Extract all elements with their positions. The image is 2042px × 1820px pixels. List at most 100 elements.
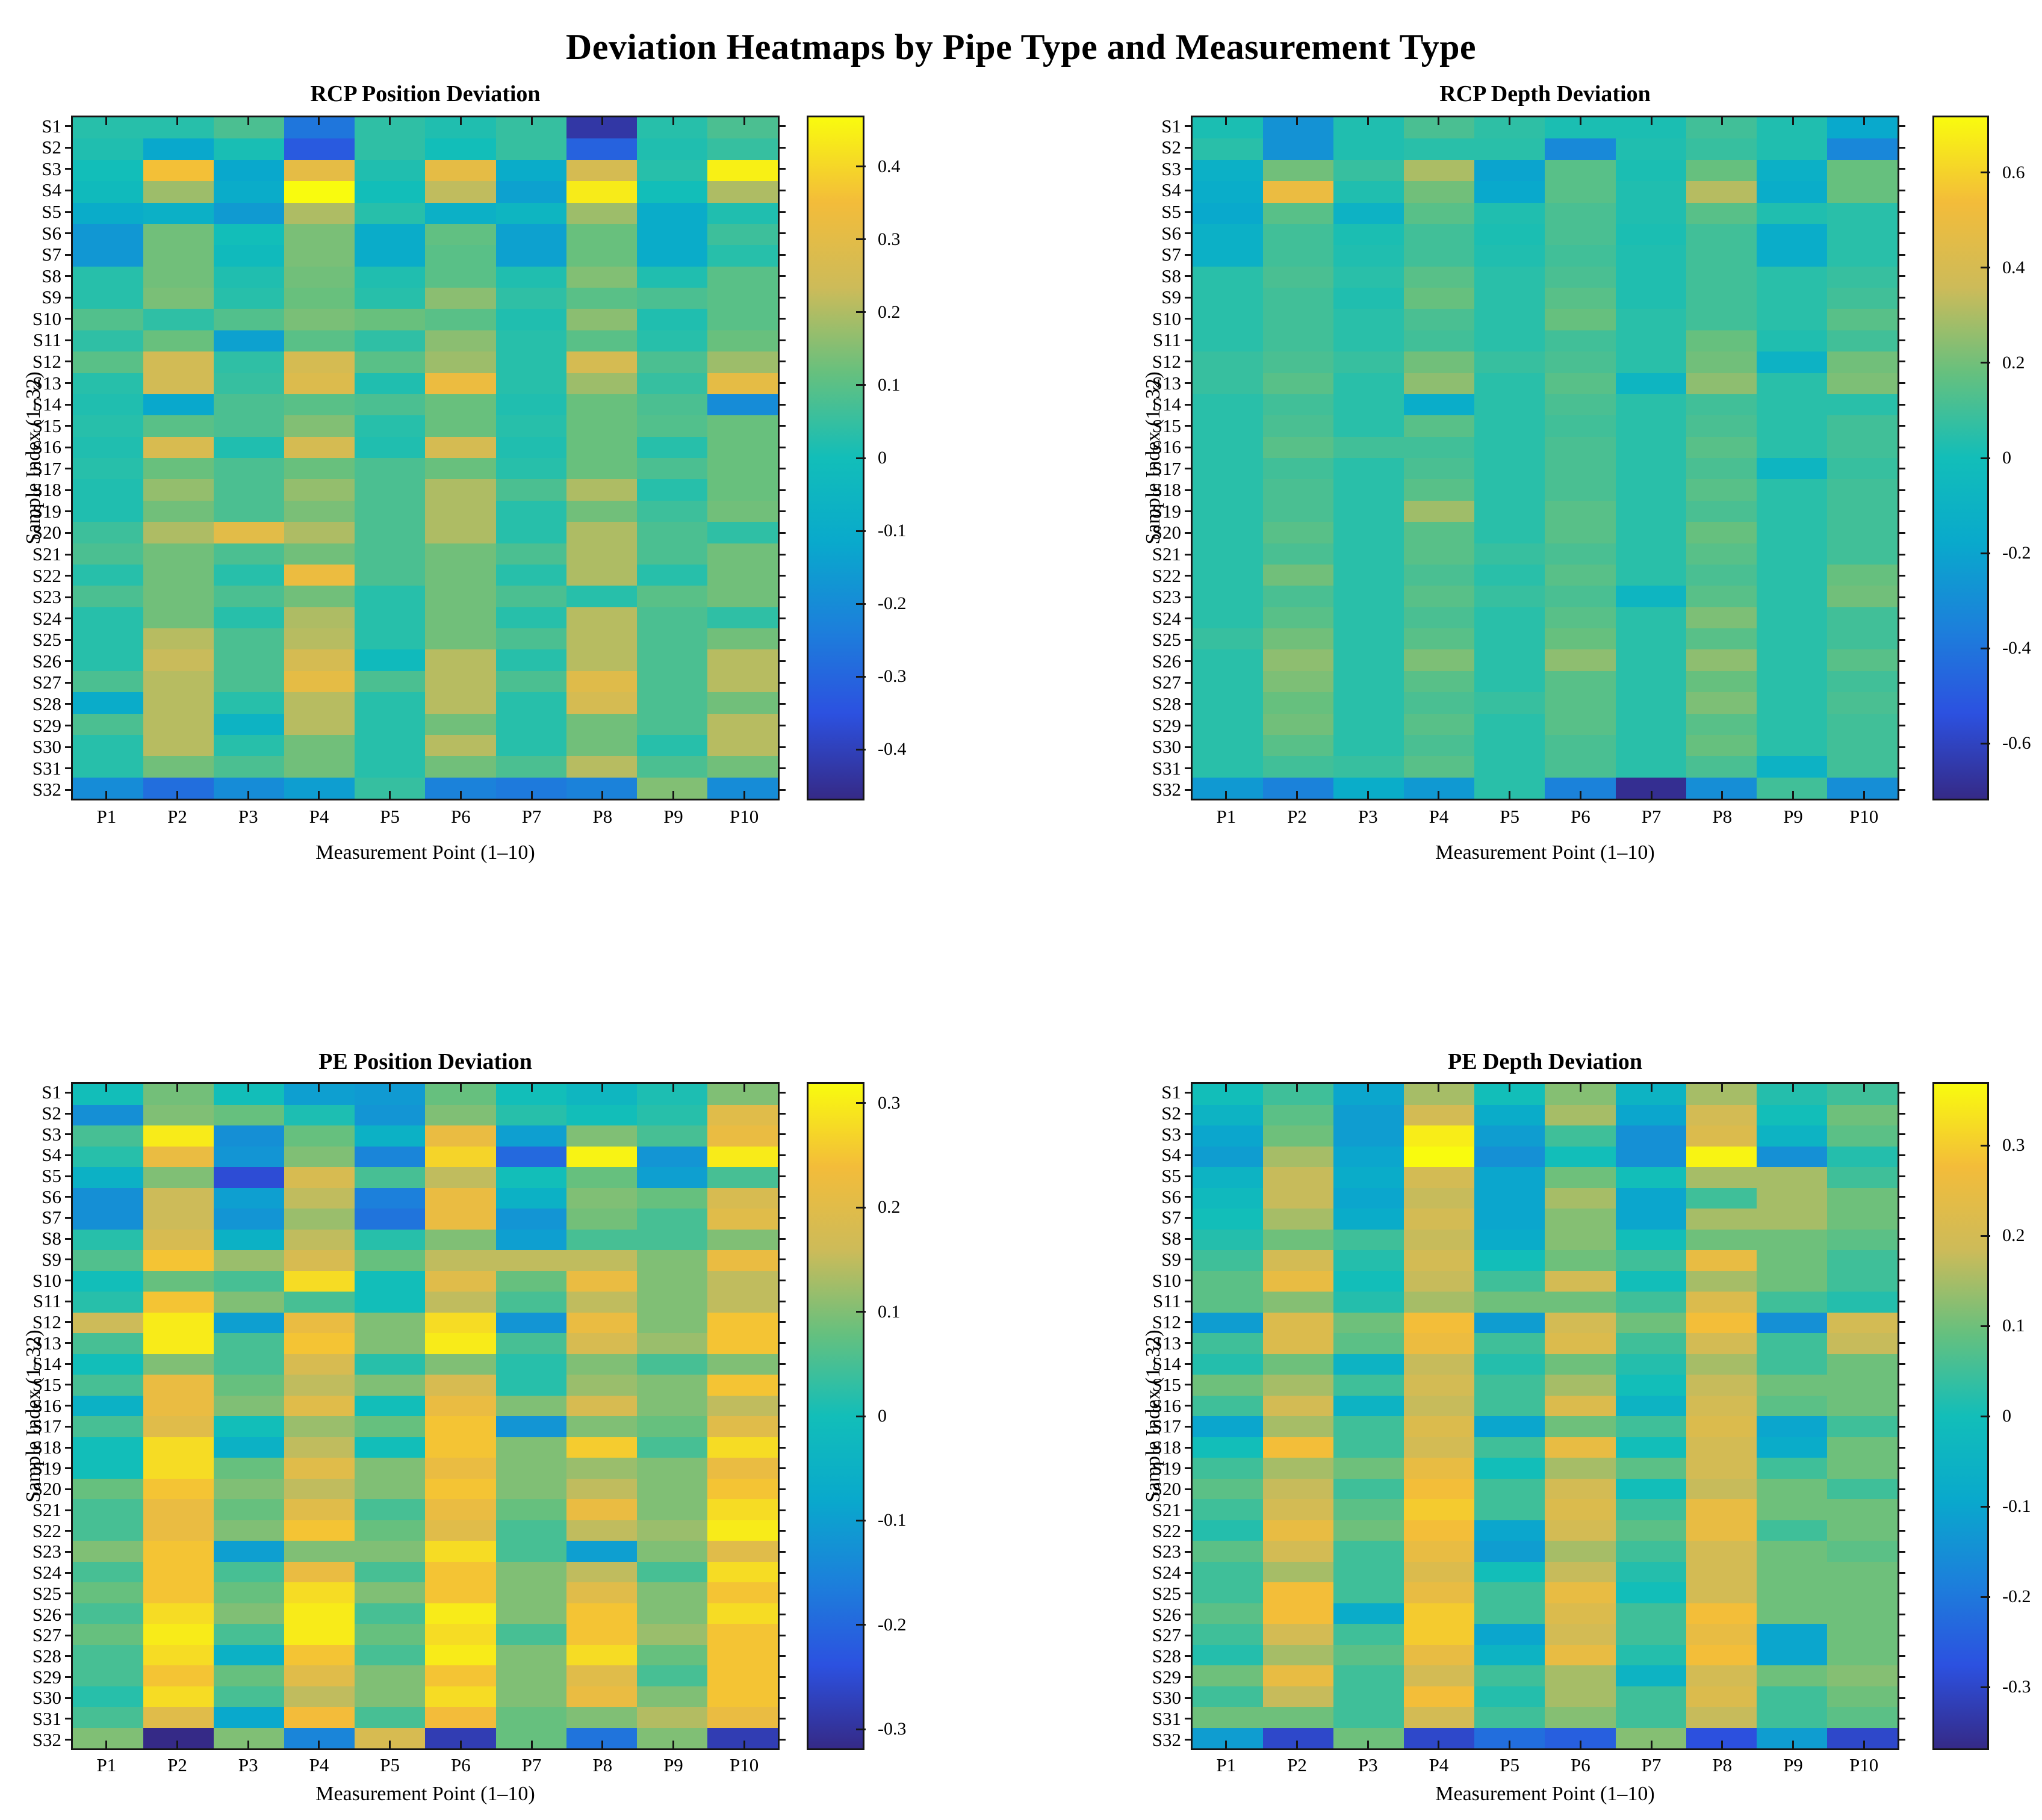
y-tick-mark xyxy=(65,339,71,341)
y-tick-mark xyxy=(65,468,71,470)
heatmap-cell xyxy=(707,458,778,480)
y-tick-mark xyxy=(1185,767,1191,770)
x-tick-label: P9 xyxy=(1783,1754,1803,1775)
colorbar xyxy=(807,116,864,800)
y-tick-mark xyxy=(65,1697,71,1699)
heatmap-cell xyxy=(355,1271,426,1292)
heatmap-cell xyxy=(1193,543,1264,565)
y-tick-label: S1 xyxy=(1161,1082,1181,1103)
heatmap-cell xyxy=(1474,181,1545,203)
y-tick-mark xyxy=(65,1425,71,1428)
y-tick-mark xyxy=(780,1363,786,1365)
x-tick-label: P10 xyxy=(1849,806,1879,827)
y-tick-label: S9 xyxy=(1161,286,1181,308)
colorbar-tick-label: 0.2 xyxy=(2002,1225,2025,1245)
heatmap-cell xyxy=(73,756,144,778)
heatmap-cell xyxy=(1545,309,1616,330)
heatmap-cell xyxy=(143,1603,214,1624)
heatmap-cell xyxy=(1193,1520,1264,1541)
heatmap-cell xyxy=(1193,586,1264,607)
y-tick-mark xyxy=(780,1091,786,1094)
heatmap-cell xyxy=(425,1707,496,1728)
x-tick-mark xyxy=(1579,1084,1581,1092)
heatmap-cell xyxy=(1193,1437,1264,1458)
heatmap-cell xyxy=(1193,1561,1264,1582)
heatmap-cell xyxy=(355,1250,426,1271)
colorbar-tick-mark xyxy=(1981,1415,1990,1417)
heatmap-cell xyxy=(1333,159,1404,182)
heatmap-cell xyxy=(566,245,637,267)
heatmap-cell xyxy=(636,351,707,373)
heatmap-cell xyxy=(707,373,778,394)
heatmap-cell xyxy=(1404,734,1475,757)
heatmap-cell xyxy=(1545,1167,1616,1188)
heatmap-cell xyxy=(1263,159,1334,182)
heatmap-cell xyxy=(1756,522,1827,543)
y-tick-mark xyxy=(1899,1425,1905,1428)
heatmap-cell xyxy=(284,309,355,330)
y-tick-mark xyxy=(1185,703,1191,705)
heatmap-cell xyxy=(495,713,566,735)
heatmap-cell xyxy=(1686,1146,1757,1167)
heatmap-cell xyxy=(1826,1292,1898,1313)
heatmap-cell xyxy=(73,1250,144,1271)
heatmap-cell xyxy=(1615,245,1686,267)
heatmap-cell xyxy=(1333,692,1404,714)
heatmap-cell xyxy=(1756,1520,1827,1541)
heatmap-cell xyxy=(1686,1665,1757,1686)
heatmap-cell xyxy=(73,1375,144,1396)
x-axis-label: Measurement Point (1–10) xyxy=(315,841,535,864)
heatmap-cell xyxy=(1333,1624,1404,1645)
y-tick-label: S18 xyxy=(32,1437,61,1458)
heatmap-cell xyxy=(1615,1312,1686,1333)
heatmap-cell xyxy=(1545,181,1616,203)
colorbar-tick-mark xyxy=(856,530,866,532)
heatmap-cell xyxy=(73,628,144,650)
heatmap-cell xyxy=(1263,373,1334,394)
heatmap-cell xyxy=(707,1478,778,1499)
y-tick-mark xyxy=(780,275,786,277)
heatmap-cell xyxy=(143,309,214,330)
heatmap-cell xyxy=(707,1707,778,1728)
heatmap-cell xyxy=(1756,1665,1827,1686)
heatmap-cell xyxy=(214,202,285,224)
y-tick-mark xyxy=(65,1446,71,1449)
heatmap-cell xyxy=(1615,1707,1686,1728)
heatmap-cell xyxy=(1756,1104,1827,1125)
heatmap-cell xyxy=(1686,1541,1757,1562)
heatmap-cell xyxy=(355,586,426,607)
heatmap-cell xyxy=(1263,1146,1334,1167)
heatmap-cell xyxy=(214,1582,285,1603)
heatmap-cell xyxy=(1474,1416,1545,1437)
heatmap-cell xyxy=(1404,181,1475,203)
heatmap-cell xyxy=(425,1167,496,1188)
heatmap-cell xyxy=(143,1644,214,1665)
heatmap-cell xyxy=(214,670,285,693)
y-tick-mark xyxy=(1185,1237,1191,1240)
heatmap-cell xyxy=(1756,330,1827,352)
y-tick-label: S13 xyxy=(1152,372,1181,394)
heatmap-cell xyxy=(1404,1229,1475,1250)
heatmap-cell xyxy=(1545,1187,1616,1209)
y-tick-mark xyxy=(780,681,786,684)
y-tick-mark xyxy=(65,1676,71,1679)
heatmap-cell xyxy=(1333,1665,1404,1686)
heatmap-cell xyxy=(1615,1104,1686,1125)
x-tick-mark xyxy=(176,791,179,799)
x-tick-mark xyxy=(672,1741,674,1748)
heatmap-cell xyxy=(73,734,144,757)
heatmap-cell xyxy=(1686,309,1757,330)
heatmap-cell xyxy=(707,159,778,182)
heatmap-cell xyxy=(495,1146,566,1167)
heatmap-cell xyxy=(1545,1644,1616,1665)
heatmap-cell xyxy=(1404,1333,1475,1354)
heatmap-cell xyxy=(1474,1395,1545,1416)
heatmap-cell xyxy=(1474,692,1545,714)
heatmap-cell xyxy=(1333,1271,1404,1292)
heatmap-cell xyxy=(143,670,214,693)
heatmap-cell xyxy=(707,351,778,373)
heatmap-cell xyxy=(214,1603,285,1624)
heatmap-cell xyxy=(636,1644,707,1665)
heatmap-cell xyxy=(143,1084,214,1105)
heatmap-cell xyxy=(1193,1187,1264,1209)
